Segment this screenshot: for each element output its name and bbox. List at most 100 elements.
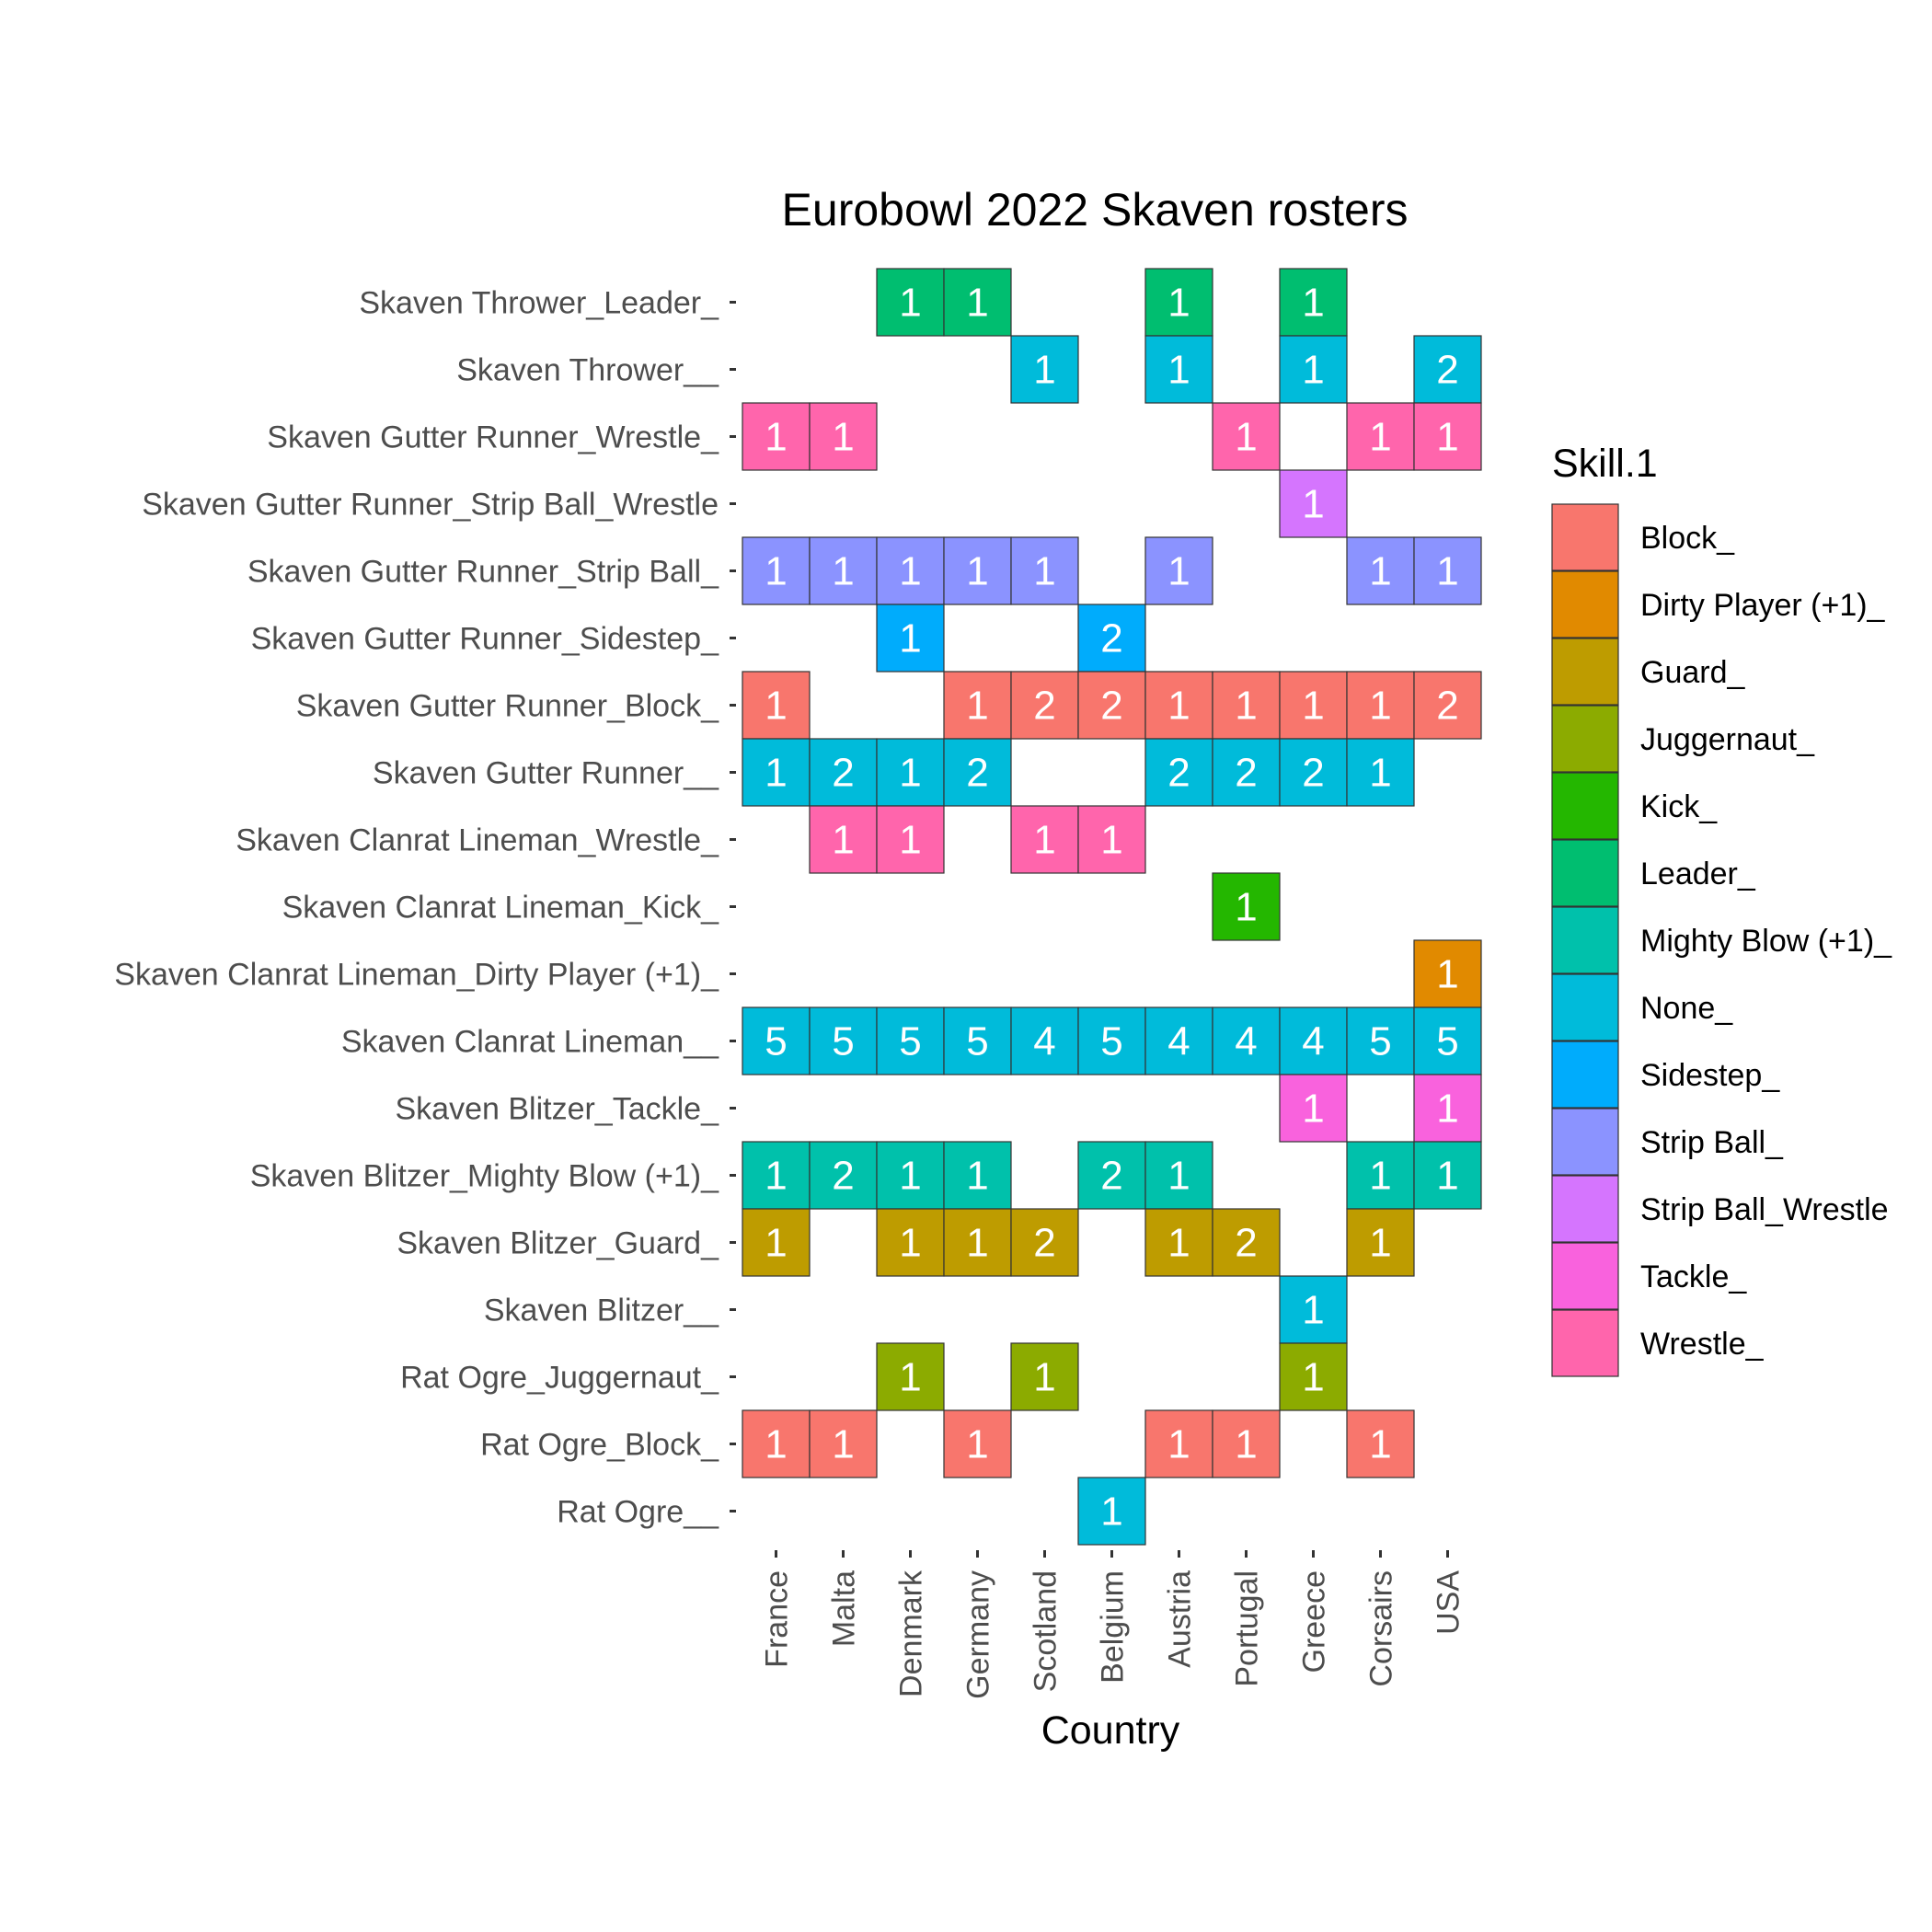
cell-value-label: 4 [1033,1019,1055,1064]
legend-title: Skill.1 [1552,442,1658,486]
cell-value-label: 1 [765,751,787,796]
cell-value-label: 1 [899,818,921,863]
heatmap-cell [809,805,878,874]
heatmap-cell [1346,1409,1415,1478]
heatmap-cell [1413,671,1482,740]
x-tick-label: Denmark [894,1570,929,1697]
y-tick-label: Skaven Gutter Runner_Sidestep_ [251,622,720,657]
heatmap-cell [1279,268,1348,337]
cell-value-label: 1 [966,1221,988,1266]
heatmap-cell [809,402,878,471]
heatmap-cell [1077,805,1146,874]
heatmap-cell [1144,1409,1213,1478]
cell-value-label: 1 [966,684,988,729]
cell-value-label: 1 [1436,1087,1458,1132]
heatmap-cell [876,1006,945,1075]
cell-value-label: 1 [1436,549,1458,594]
heatmap-cell [1346,402,1415,471]
y-tick-label: Skaven Gutter Runner_Wrestle_ [267,420,719,455]
legend-label: Kick_ [1640,789,1718,824]
legend-swatch [1551,503,1619,571]
x-tick-label: Portugal [1230,1570,1265,1687]
cell-value-label: 5 [966,1019,988,1064]
legend-items: Block_ Dirty Player (+1)_ Guard_ Juggernaut… [1551,503,1892,1377]
cell-value-label: 1 [765,1422,787,1467]
cell-value-label: 2 [1033,1221,1055,1266]
cell-value-label: 1 [1033,549,1055,594]
y-tick-label: Skaven Gutter Runner_Strip Ball_Wrestle [142,488,719,523]
y-tick-label: Skaven Clanrat Lineman_Dirty Player (+1)… [114,958,719,993]
heatmap-cell [1212,1208,1281,1277]
cell-value-label: 2 [1167,751,1190,796]
cell-value-label: 2 [1436,348,1458,393]
heatmap-cell [1144,536,1213,605]
cell-value-label: 1 [1167,1154,1190,1199]
heatmap-cell [876,805,945,874]
y-tick-label: Skaven Blitzer_Guard_ [397,1226,719,1261]
legend-swatch [1551,973,1619,1041]
heatmap-cell [742,402,811,471]
x-axis: France Malta Denmark Germany Scotland Belgium… [760,1550,1466,1699]
heatmap-cell [1077,604,1146,673]
heatmap-cell [1077,1477,1146,1546]
heatmap-cell [1346,1006,1415,1075]
cell-value-label: 5 [832,1019,854,1064]
cell-value-label: 1 [832,818,854,863]
cell-value-label: 1 [966,281,988,326]
cell-value-label: 1 [1033,818,1055,863]
cell-value-label: 1 [1369,1154,1391,1199]
x-tick-label: Corsairs [1364,1570,1399,1687]
y-tick-label: Skaven Clanrat Lineman_Wrestle_ [236,823,719,858]
heatmap-cell [1212,738,1281,807]
legend-swatch [1551,906,1619,974]
legend-label: Wrestle_ [1640,1327,1765,1362]
x-axis-title: Country [1041,1708,1180,1753]
heatmap-cell [943,738,1012,807]
y-tick-label: Skaven Blitzer_Mighty Blow (+1)_ [250,1159,719,1194]
y-tick-label: Skaven Gutter Runner_Block_ [296,689,719,724]
cell-value-label: 4 [1235,1019,1257,1064]
heatmap-cell [809,536,878,605]
legend-label: Guard_ [1640,655,1745,690]
heatmap-cell [1279,469,1348,538]
heatmap-cell [1144,1006,1213,1075]
heatmap-cell [876,738,945,807]
cell-value-label: 1 [1369,549,1391,594]
x-tick-label: Greece [1297,1570,1332,1673]
cell-value-label: 1 [899,616,921,661]
cell-value-label: 1 [1235,885,1257,930]
heatmap-cell [943,536,1012,605]
cell-value-label: 2 [1100,616,1122,661]
y-tick-label: Rat Ogre_Juggernaut_ [400,1361,719,1396]
heatmap-cell [1413,536,1482,605]
cell-value-label: 2 [1100,684,1122,729]
x-tick-label: Malta [827,1570,862,1647]
legend-swatch [1551,772,1619,840]
cell-value-label: 1 [1100,1489,1122,1535]
heatmap-cell [1212,1409,1281,1478]
heatmap-cell [1010,671,1079,740]
heatmap-cell [943,1006,1012,1075]
cell-value-label: 5 [1436,1019,1458,1064]
cell-value-label: 5 [1369,1019,1391,1064]
cell-value-label: 1 [966,1422,988,1467]
cell-value-label: 1 [1302,1355,1324,1400]
cell-value-label: 5 [899,1019,921,1064]
heatmap-cell [1279,738,1348,807]
cell-value-label: 2 [1033,684,1055,729]
heatmap-cell [742,671,811,740]
legend-label: Juggernaut_ [1640,722,1815,757]
heatmap-cell [1077,1006,1146,1075]
cell-value-label: 1 [1369,1221,1391,1266]
cell-value-label: 1 [899,751,921,796]
heatmap-cell [1346,536,1415,605]
heatmap-cell [1346,1141,1415,1210]
cell-value-label: 4 [1167,1019,1190,1064]
heatmap-cell [876,604,945,673]
cell-value-label: 1 [1235,1422,1257,1467]
legend-swatch [1551,570,1619,638]
cell-value-label: 1 [899,1221,921,1266]
cell-value-label: 1 [1033,1355,1055,1400]
heatmap-cell [809,1141,878,1210]
